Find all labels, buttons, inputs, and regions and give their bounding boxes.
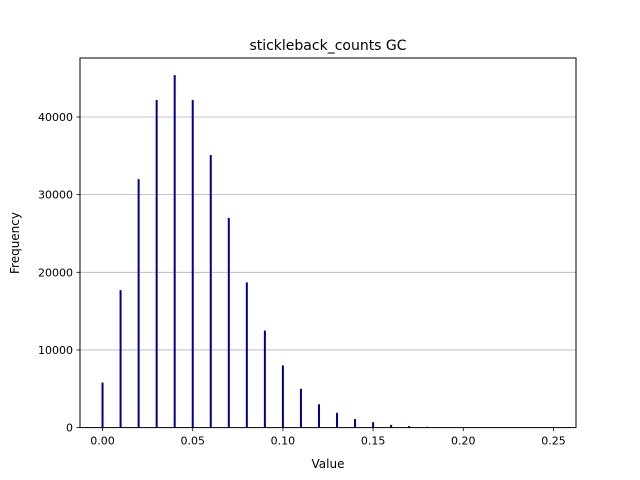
- histogram-bar: [354, 419, 357, 428]
- histogram-bar: [245, 282, 248, 428]
- histogram-bar: [137, 179, 140, 428]
- histogram-bar: [209, 155, 212, 428]
- x-tick-label: 0.20: [451, 435, 476, 448]
- x-axis: 0.00 0.05 0.10 0.15 0.20 0.25: [90, 427, 566, 448]
- histogram-bar: [191, 99, 194, 428]
- histogram-bar: [155, 99, 158, 428]
- y-tick-label: 30000: [38, 189, 73, 202]
- x-tick-label: 0.05: [180, 435, 205, 448]
- x-tick-label: 0.15: [361, 435, 386, 448]
- histogram-bar: [390, 424, 393, 428]
- chart-title: stickleback_counts GC: [249, 38, 406, 54]
- histogram-bar: [317, 404, 320, 428]
- histogram-bar: [408, 426, 411, 428]
- histogram-bar: [336, 412, 339, 428]
- histogram-bar: [299, 388, 302, 428]
- x-axis-label: Value: [312, 457, 345, 471]
- y-tick-label: 10000: [38, 344, 73, 357]
- histogram-bar: [173, 75, 176, 428]
- y-tick-label: 20000: [38, 266, 73, 279]
- y-axis: 0 10000 20000 30000 40000: [38, 111, 80, 435]
- histogram-bar: [263, 330, 266, 428]
- plot-frame: [79, 57, 577, 429]
- x-tick-label: 0.25: [541, 435, 566, 448]
- histogram-bar: [227, 217, 230, 428]
- bar-layer: [101, 75, 465, 428]
- y-tick-label: 0: [66, 422, 73, 435]
- histogram-bar: [372, 422, 375, 428]
- y-axis-label: Frequency: [8, 212, 22, 274]
- y-tick-label: 40000: [38, 111, 73, 124]
- histogram-bar: [281, 365, 284, 428]
- grid-layer: [80, 116, 576, 351]
- x-tick-label: 0.00: [90, 435, 115, 448]
- histogram-bar: [101, 382, 104, 428]
- x-tick-label: 0.10: [271, 435, 296, 448]
- histogram-bar: [119, 290, 122, 428]
